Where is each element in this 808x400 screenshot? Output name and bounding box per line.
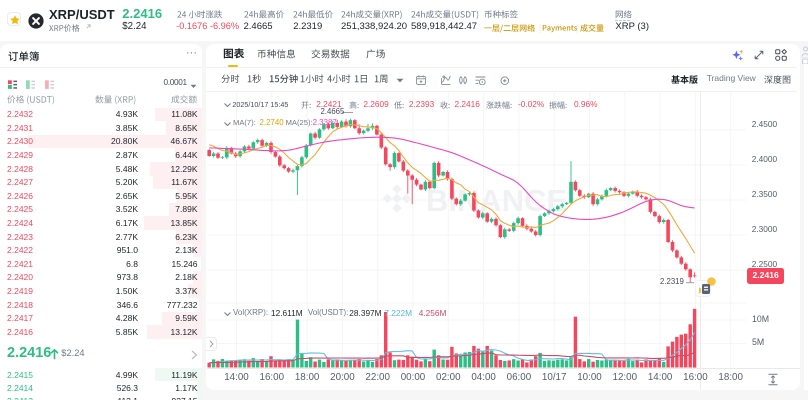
svg-text:BINANCE: BINANCE	[426, 183, 567, 218]
